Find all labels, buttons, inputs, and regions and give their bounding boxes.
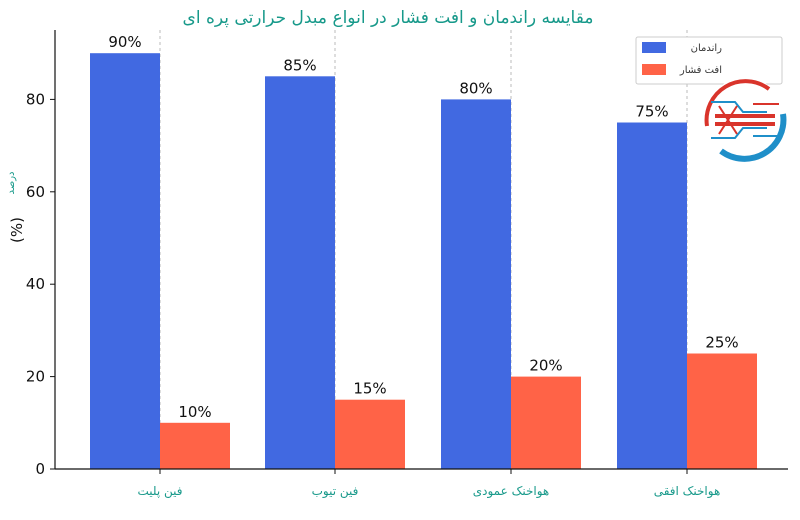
data-label: 85%	[283, 56, 316, 74]
data-label: 15%	[353, 380, 386, 398]
bar	[511, 376, 581, 469]
data-labels: 90% 85% 80% 75% 10% 15% 20% 25%	[108, 33, 738, 421]
x-tick-label: فین تیوب	[312, 484, 359, 499]
y-tick-label: 0	[35, 460, 45, 478]
data-label: 10%	[178, 403, 211, 421]
data-label: 75%	[635, 103, 668, 121]
legend-label-efficiency: راندمان	[691, 43, 723, 54]
bar	[265, 76, 335, 470]
y-axis-label-small: درصد	[6, 171, 17, 194]
y-tick-label: 20	[26, 368, 45, 386]
legend: راندمان افت فشار	[635, 36, 783, 85]
heat-exchanger-logo-icon	[703, 78, 787, 162]
legend-swatch-efficiency	[642, 42, 666, 53]
x-tick-label: هواخنک عمودی	[473, 484, 550, 499]
y-axis-label: (%)	[8, 217, 26, 243]
grid-lines	[159, 30, 688, 469]
y-tick-label: 60	[26, 183, 45, 201]
legend-frame	[635, 36, 783, 85]
data-label: 20%	[529, 357, 562, 375]
data-label: 90%	[108, 33, 141, 51]
chart-title: مقایسه راندمان و افت فشار در انواع مبدل …	[183, 8, 594, 28]
bar	[687, 353, 757, 469]
x-tick-label: فین پلیت	[137, 484, 182, 499]
bar	[335, 399, 405, 469]
bar	[441, 99, 511, 470]
x-ticks: فین پلیت فین تیوب هواخنک عمودی هواخنک افقی	[137, 469, 720, 499]
data-label: 25%	[705, 334, 738, 352]
y-ticks: 0 20 40 60 80	[26, 90, 55, 478]
legend-swatch-pressure-drop	[642, 64, 666, 75]
bar	[160, 422, 230, 469]
bar	[617, 122, 687, 469]
bar	[90, 53, 160, 469]
x-tick-label: هواخنک افقی	[654, 484, 721, 499]
data-label: 80%	[459, 79, 492, 97]
y-tick-label: 80	[26, 90, 45, 108]
y-tick-label: 40	[26, 275, 45, 293]
bars	[90, 53, 757, 470]
legend-label-pressure-drop: افت فشار	[679, 65, 722, 76]
